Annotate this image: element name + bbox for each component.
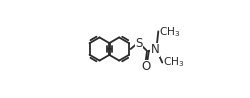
Text: CH$_3$: CH$_3$	[158, 25, 180, 39]
Text: O: O	[140, 60, 149, 73]
Text: CH$_3$: CH$_3$	[162, 55, 184, 69]
Text: S: S	[135, 37, 142, 50]
Text: N: N	[150, 44, 159, 56]
